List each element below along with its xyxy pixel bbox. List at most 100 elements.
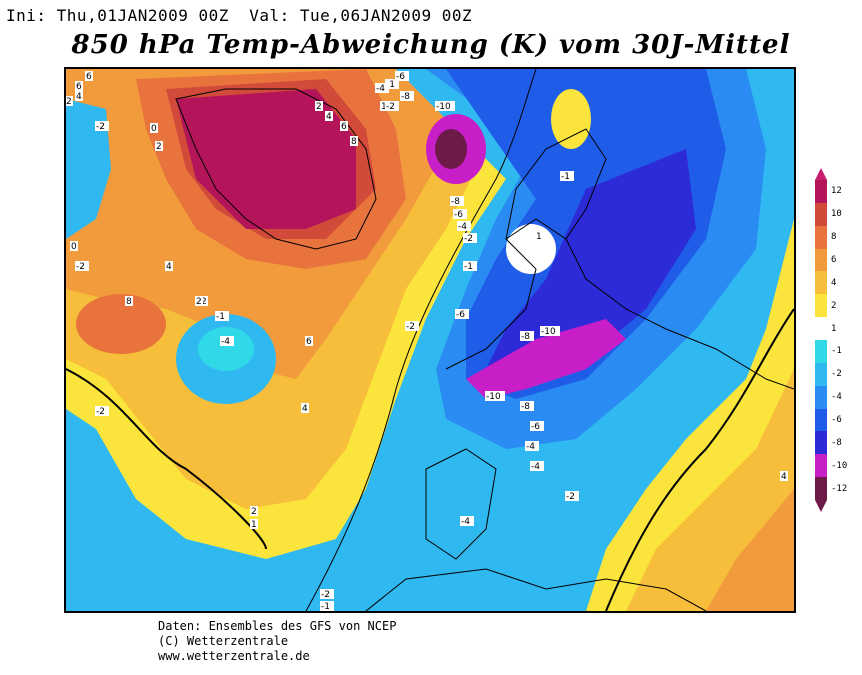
contour-label-bg <box>385 79 399 89</box>
legend-swatch <box>815 202 827 226</box>
data-credits: Daten: Ensembles des GFS von NCEP (C) We… <box>158 619 396 664</box>
credit-line-2: (C) Wetterzentrale <box>158 634 289 648</box>
warm-pocket-arctic <box>551 89 591 149</box>
contour-label: -4 <box>221 337 230 347</box>
contour-label: -8 <box>451 197 460 207</box>
contour-label-bg <box>320 601 334 611</box>
legend-tip-top <box>815 168 827 180</box>
contour-label-bg <box>780 471 788 481</box>
legend-label: 1 <box>831 323 837 334</box>
contour-zero-atlantic <box>305 69 537 611</box>
legend-swatch <box>815 225 827 249</box>
contour-label-bg <box>325 111 333 121</box>
contour-label-bg <box>385 101 399 111</box>
contour-label: 8 <box>351 137 357 147</box>
contour-label-bg <box>165 261 173 271</box>
contour-label-bg <box>200 296 208 306</box>
legend-swatch <box>815 477 827 500</box>
contour-label-bg <box>540 326 560 336</box>
anomaly-map: 6 6 4 2 -2 0 2 8 6 4 2 1 -1 -2 -4 -6 -8 -10 -8 -6 -4 -2 -1 1 0 -2… <box>64 67 796 613</box>
legend-swatch <box>815 180 827 203</box>
contour-label: 4 <box>76 92 82 102</box>
contour-label: 4 <box>302 404 308 414</box>
contour-label: 2 <box>66 97 72 107</box>
legend-swatch <box>815 248 827 272</box>
contour-label-bg <box>457 221 471 231</box>
contour-label: -4 <box>458 222 467 232</box>
contour-label-bg <box>520 401 534 411</box>
cold-core-norway-inner <box>435 129 467 169</box>
contour-label: 1 <box>381 102 387 112</box>
contour-label: -1 <box>561 172 570 182</box>
contour-zero-west <box>66 368 267 550</box>
contour-label-bg <box>560 171 574 181</box>
contour-label: -6 <box>531 422 540 432</box>
contour-label-bg <box>66 96 73 106</box>
credit-line-1: Daten: Ensembles des GFS von NCEP <box>158 619 397 633</box>
contour-label-bg <box>530 461 544 471</box>
contour-label-bg <box>395 71 409 81</box>
contour-label-bg <box>75 91 83 101</box>
contour-label: -4 <box>526 442 535 452</box>
contour-label-bg <box>315 101 323 111</box>
contour-label: 6 <box>76 82 82 92</box>
coastline-scandinavia <box>505 128 607 240</box>
contour-label-bg <box>155 141 163 151</box>
coastline-iberia <box>425 448 497 560</box>
contour-label-bg <box>85 71 93 81</box>
contour-label-bg <box>95 121 109 131</box>
contour-label: -10 <box>486 392 501 402</box>
contour-label-bg <box>405 321 419 331</box>
coastline-africa <box>365 568 707 611</box>
contour-label: -2 <box>406 322 415 332</box>
contour-label: 2 <box>196 297 202 307</box>
contour-label-bg <box>70 241 78 251</box>
contour-label-bg <box>525 441 539 451</box>
contour-label: -2 <box>96 122 105 132</box>
contour-label: 1 <box>536 232 542 242</box>
legend-label: -2 <box>831 369 842 380</box>
contour-label: 2 <box>251 507 257 517</box>
contour-label: -10 <box>436 102 451 112</box>
legend-label: -6 <box>831 415 842 425</box>
legend-label: -4 <box>831 392 842 403</box>
contour-label: 6 <box>341 122 347 132</box>
contour-label: -2 <box>566 492 575 502</box>
legend-label: -1 <box>831 346 842 357</box>
legend-label: -10 <box>831 460 848 471</box>
contour-label-bg <box>195 296 203 306</box>
credit-line-3: www.wetterzentrale.de <box>158 649 310 663</box>
contour-label-bg <box>463 233 477 243</box>
contour-label-bg <box>150 123 158 133</box>
contour-label: -2 <box>321 590 330 600</box>
contour-label-bg <box>75 81 83 91</box>
contour-label: 2 <box>156 142 162 152</box>
contour-label-bg <box>95 406 109 416</box>
contour-label-bg <box>520 331 534 341</box>
legend-label: 12 <box>831 186 842 197</box>
contour-label-bg <box>340 121 348 131</box>
legend-tip-bottom <box>815 500 827 512</box>
contour-label: 2 <box>316 102 322 112</box>
legend-label: 10 <box>831 209 842 220</box>
warm-blob-west <box>76 294 166 354</box>
contour-label-bg <box>250 506 258 516</box>
contour-label: -2 <box>76 262 85 272</box>
legend-swatch <box>815 340 827 363</box>
contour-label: 8 <box>126 297 132 307</box>
legend-swatch <box>815 294 827 318</box>
contour-label: -1 <box>321 602 330 611</box>
neutral-pocket-scandinavia <box>506 224 556 274</box>
contour-label-bg <box>463 261 477 271</box>
contour-label: 4 <box>781 472 787 482</box>
legend-label: -12 <box>831 483 848 494</box>
contour-label: -2 <box>464 234 473 244</box>
contour-label: 1 <box>251 520 257 530</box>
legend-swatch <box>815 362 827 386</box>
legend-label: -8 <box>831 437 842 448</box>
legend-swatch <box>815 385 827 409</box>
contour-label: -2 <box>96 407 105 417</box>
contour-label-bg <box>215 311 229 321</box>
contour-label: -1 <box>464 262 473 272</box>
legend-swatch <box>815 431 827 455</box>
